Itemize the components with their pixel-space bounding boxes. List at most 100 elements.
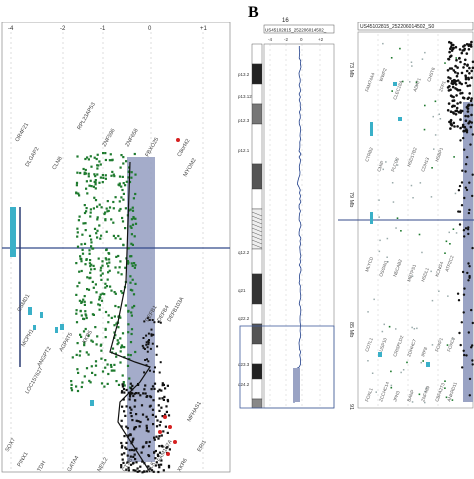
gain-dot bbox=[108, 206, 112, 209]
right-marker bbox=[387, 261, 389, 263]
right-loss-dot bbox=[446, 86, 450, 89]
gain-dot bbox=[134, 350, 137, 354]
gain-dot bbox=[114, 196, 117, 199]
right-loss-dot bbox=[451, 99, 454, 103]
right-loss-dot bbox=[467, 232, 470, 236]
loss-dot bbox=[147, 360, 150, 363]
gain-dot bbox=[92, 207, 95, 210]
gain-dot bbox=[81, 248, 84, 251]
gain-dot bbox=[79, 255, 82, 258]
gain-dot bbox=[98, 304, 101, 307]
highlight-dot bbox=[163, 415, 167, 419]
loss-dot bbox=[131, 419, 134, 422]
loss-dot bbox=[137, 420, 140, 423]
left-axis-tick: 0 bbox=[148, 26, 152, 32]
chromosome-band bbox=[251, 43, 263, 65]
right-marker bbox=[412, 197, 414, 199]
gain-dot bbox=[105, 258, 108, 261]
gain-dot bbox=[100, 278, 103, 281]
right-loss-dot bbox=[452, 95, 455, 99]
loss-dot bbox=[151, 342, 154, 345]
right-gain-dot bbox=[449, 243, 451, 245]
gain-dot bbox=[84, 229, 87, 232]
band-label: p12.1 bbox=[238, 148, 250, 153]
loss-dot bbox=[151, 385, 155, 388]
gain-dot bbox=[76, 245, 80, 248]
gain-dot bbox=[110, 218, 113, 221]
right-loss-dot bbox=[470, 113, 473, 117]
right-loss-dot bbox=[463, 44, 466, 47]
loss-dot bbox=[157, 454, 160, 457]
right-marker bbox=[382, 168, 384, 171]
gain-dot bbox=[88, 184, 91, 187]
gain-dot bbox=[96, 173, 99, 176]
loss-dot bbox=[137, 392, 140, 395]
loss-dot bbox=[130, 408, 133, 411]
loss-dot bbox=[160, 463, 163, 466]
loss-dot bbox=[160, 434, 163, 437]
gain-dot bbox=[80, 257, 83, 261]
gain-dot bbox=[94, 360, 98, 363]
gain-dot bbox=[75, 321, 79, 324]
right-loss-dot bbox=[471, 344, 474, 347]
chromosome-band bbox=[251, 208, 263, 250]
loss-dot bbox=[166, 400, 170, 403]
right-loss-dot bbox=[470, 121, 473, 124]
loss-dot bbox=[152, 470, 155, 473]
gain-dot bbox=[116, 339, 119, 342]
gain-dot bbox=[103, 385, 106, 388]
loss-dot bbox=[144, 359, 147, 361]
gain-dot bbox=[93, 196, 96, 199]
gain-dot bbox=[95, 343, 98, 346]
loss-dot bbox=[145, 427, 148, 430]
right-loss-dot bbox=[469, 125, 473, 129]
gain-dot bbox=[78, 354, 81, 357]
loss-dot bbox=[129, 382, 132, 385]
gain-dot bbox=[115, 380, 118, 383]
loss-dot bbox=[162, 430, 165, 433]
left-axis-tick: -1 bbox=[100, 26, 106, 32]
gain-dot bbox=[109, 153, 112, 156]
right-marker bbox=[371, 372, 374, 374]
right-marker bbox=[448, 231, 450, 234]
right-loss-dot bbox=[452, 46, 455, 50]
right-loss-dot bbox=[468, 103, 471, 107]
loss-dot bbox=[137, 383, 140, 386]
gain-dot bbox=[94, 187, 97, 190]
gain-dot bbox=[76, 155, 79, 158]
right-marker bbox=[383, 323, 385, 326]
right-gene-label: ZFP1 bbox=[438, 80, 447, 93]
gain-dot bbox=[90, 263, 93, 266]
gain-dot bbox=[129, 225, 132, 228]
gain-dot bbox=[97, 303, 100, 306]
right-gene-label: IRF8 bbox=[420, 346, 428, 357]
loss-dot bbox=[139, 420, 142, 424]
gain-dot bbox=[119, 260, 122, 263]
loss-dot bbox=[156, 345, 159, 348]
right-gene-label: OSGIN1 bbox=[378, 259, 389, 277]
gain-dot bbox=[104, 218, 107, 221]
right-marker bbox=[413, 328, 416, 330]
gain-dot bbox=[132, 293, 136, 296]
gain-dot bbox=[104, 286, 107, 289]
loss-dot bbox=[166, 384, 169, 387]
gain-dot bbox=[83, 344, 86, 347]
right-loss-dot bbox=[462, 229, 466, 232]
right-gain-dot bbox=[445, 396, 448, 399]
right-loss-dot bbox=[463, 196, 466, 200]
right-loss-dot bbox=[449, 77, 452, 80]
right-loss-dot bbox=[463, 62, 466, 66]
gain-dot bbox=[100, 234, 103, 237]
right-loss-dot bbox=[464, 170, 467, 173]
right-marker bbox=[367, 360, 369, 362]
gain-dot bbox=[129, 354, 132, 357]
right-loss-dot bbox=[464, 119, 468, 122]
right-gene-label: CHST6 bbox=[426, 66, 436, 82]
gene-bar bbox=[33, 325, 36, 330]
right-loss-dot bbox=[471, 321, 474, 325]
gain-dot bbox=[101, 292, 104, 295]
right-marker bbox=[386, 256, 388, 258]
gain-dot bbox=[90, 245, 93, 248]
gain-dot bbox=[78, 194, 81, 197]
gain-dot bbox=[93, 156, 96, 159]
